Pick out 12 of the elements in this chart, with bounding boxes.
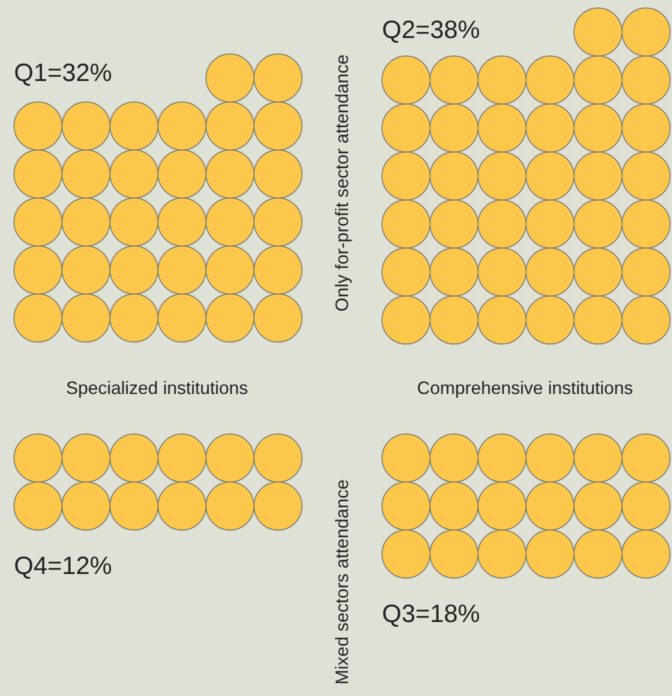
text: Only for-profit sector attendance bbox=[332, 54, 352, 312]
category-label: Q3 bbox=[382, 600, 416, 628]
data-label: =32% bbox=[47, 59, 112, 87]
data-label: =18% bbox=[415, 600, 480, 628]
text: Specialized institutions bbox=[66, 378, 248, 398]
category-label: Q1 bbox=[14, 59, 48, 87]
data-label: =12% bbox=[47, 552, 112, 580]
text: Comprehensive institutions bbox=[416, 378, 634, 398]
category-label: Q4 bbox=[14, 552, 48, 580]
category-label: Q2 bbox=[382, 16, 416, 44]
data-label: =38% bbox=[415, 16, 480, 44]
text: Mixed sectors attendance bbox=[332, 479, 352, 685]
